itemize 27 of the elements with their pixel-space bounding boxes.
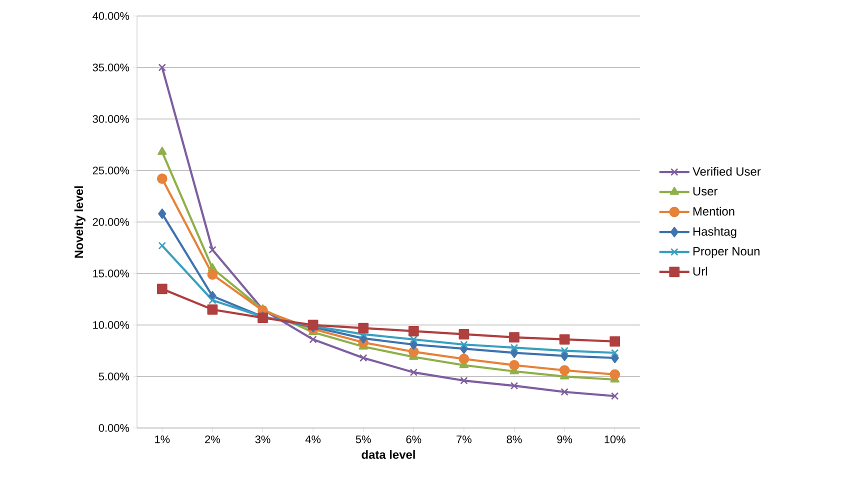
- legend-label: Url: [693, 266, 707, 276]
- legend-label: User: [693, 187, 718, 196]
- y-tick-label: 10.00%: [93, 321, 130, 329]
- y-tick-label: 15.00%: [93, 270, 130, 278]
- y-tick-label: 25.00%: [92, 166, 130, 174]
- y-axis-title: Novelty level: [74, 186, 86, 258]
- x-tick-label: 9%: [557, 436, 572, 444]
- x-tick-label: 5%: [356, 436, 371, 444]
- x-tick-label: 3%: [255, 436, 270, 444]
- y-tick-label: 40.00%: [92, 12, 130, 20]
- y-tick-label: 35.00%: [92, 64, 130, 72]
- x-tick-label: 8%: [506, 436, 522, 444]
- x-axis-title: data level: [362, 450, 415, 459]
- legend-label: Mention: [693, 206, 734, 216]
- legend-label: Proper Noun: [693, 247, 760, 258]
- x-tick-label: 10%: [604, 436, 626, 444]
- legend-label: Hashtag: [693, 226, 736, 238]
- x-tick-label: 1%: [155, 436, 170, 444]
- y-tick-label: 20.00%: [92, 218, 130, 226]
- y-tick-label: 0.00%: [98, 424, 130, 432]
- y-tick-label: 5.00%: [98, 372, 130, 380]
- y-tick-label: 30.00%: [92, 115, 130, 123]
- x-tick-label: 4%: [305, 436, 321, 444]
- x-tick-label: 6%: [406, 436, 422, 444]
- legend-label: Verified User: [692, 166, 761, 176]
- x-tick-label: 7%: [456, 436, 472, 444]
- x-tick-label: 2%: [205, 436, 220, 444]
